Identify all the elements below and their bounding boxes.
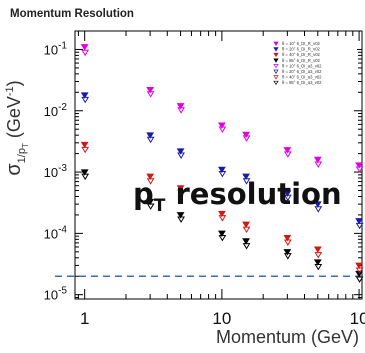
data-point <box>176 148 185 155</box>
plot-area <box>74 30 363 300</box>
data-point <box>242 131 250 139</box>
data-point <box>81 146 90 154</box>
data-point <box>81 173 90 181</box>
data-point <box>146 87 155 94</box>
data-point <box>80 92 89 99</box>
x-tick-label: 1 <box>80 309 89 328</box>
data-point <box>283 239 292 246</box>
data-point <box>242 221 250 229</box>
data-point <box>218 122 226 129</box>
legend-marker <box>273 52 279 58</box>
legend-entry: θ = 10° 6_DI_a3_v02 <box>282 63 322 68</box>
data-point <box>283 249 292 256</box>
data-point <box>355 267 364 274</box>
data-point <box>314 252 323 259</box>
data-point <box>218 166 226 174</box>
data-point <box>355 162 363 169</box>
y-tick-label: 10-4 <box>44 224 68 241</box>
data-point <box>355 222 364 230</box>
data-point <box>80 44 89 51</box>
data-point <box>218 230 226 238</box>
legend-entry: θ = 85° 6_DI_a3_v02 <box>282 80 322 85</box>
plot-border <box>74 30 363 300</box>
legend-marker <box>273 58 279 63</box>
data-point <box>313 156 322 164</box>
y-tick-label: 10-1 <box>44 40 68 57</box>
y-tick-label: 10-2 <box>44 102 68 119</box>
legend-marker <box>273 69 279 74</box>
data-point <box>177 189 185 197</box>
data-point <box>218 234 227 242</box>
data-point <box>355 166 364 173</box>
data-point <box>146 173 155 181</box>
y-tick-label: 10-5 <box>44 286 68 303</box>
legend-entry: θ = 20° 6_DI_a3_v02 <box>282 69 322 74</box>
data-points <box>80 44 364 283</box>
legend-marker <box>273 41 279 46</box>
legend-entry: θ = 40° 6_DI_a3_v02 <box>282 75 322 80</box>
data-point <box>176 103 185 110</box>
data-point <box>218 210 226 218</box>
y-axis-label: σ1/pT (GeV-1) <box>3 80 30 175</box>
data-point <box>176 185 185 192</box>
data-point <box>242 243 251 250</box>
data-point <box>146 136 155 144</box>
data-point <box>314 206 323 213</box>
data-point <box>81 49 90 57</box>
data-point <box>177 107 185 114</box>
legend-marker <box>273 47 279 52</box>
legend-entry: θ = 40° 6_DI_R_v02 <box>282 52 321 57</box>
data-point <box>242 178 251 185</box>
data-point <box>80 169 89 176</box>
data-point <box>355 218 363 225</box>
data-point <box>80 141 89 149</box>
data-point <box>218 171 227 178</box>
data-point <box>283 190 292 197</box>
tick-labels: 10-1 10-2 10-3 10-4 10-5 1 10 10 <box>44 40 365 328</box>
data-point <box>242 226 251 234</box>
data-point <box>146 203 155 210</box>
data-point <box>146 178 155 185</box>
data-point <box>314 161 323 168</box>
data-point <box>218 215 227 222</box>
data-point <box>283 253 292 260</box>
chart-title: Momentum Resolution <box>10 8 134 20</box>
legend-entry: θ = 10° 6_DI_R_v02 <box>282 41 321 46</box>
data-point <box>355 262 363 270</box>
legend-entry: θ = 85° 6_DI_R_v02 <box>282 58 321 63</box>
data-point <box>242 173 250 181</box>
data-point <box>242 238 250 245</box>
data-point <box>177 152 185 159</box>
data-point <box>283 194 292 202</box>
data-point <box>146 132 155 139</box>
data-point <box>313 246 322 253</box>
data-point <box>218 126 227 133</box>
x-tick-label: 10 <box>350 309 365 328</box>
data-point <box>313 259 322 266</box>
data-point <box>177 216 185 223</box>
data-point <box>242 135 251 142</box>
data-point <box>146 198 155 206</box>
data-point <box>313 201 322 208</box>
data-point <box>355 276 364 283</box>
y-tick-label: 10-3 <box>44 163 68 180</box>
x-axis-label: Momentum (GeV) <box>216 327 359 347</box>
data-point <box>314 263 323 271</box>
x-tick-label: 10 <box>212 309 231 328</box>
data-point <box>176 212 185 219</box>
legend-marker <box>273 64 279 69</box>
overlay-text: pT resolution <box>133 177 342 216</box>
data-point <box>283 151 292 158</box>
legend-entry: θ = 20° 6_DI_R_v02 <box>282 47 321 52</box>
data-point <box>146 91 155 98</box>
data-point <box>283 234 292 242</box>
axis-ticks <box>75 30 362 299</box>
data-point <box>283 147 292 154</box>
legend-marker <box>273 80 279 86</box>
data-point <box>81 96 90 104</box>
legend-marker <box>273 75 279 80</box>
legend-box <box>269 38 357 86</box>
